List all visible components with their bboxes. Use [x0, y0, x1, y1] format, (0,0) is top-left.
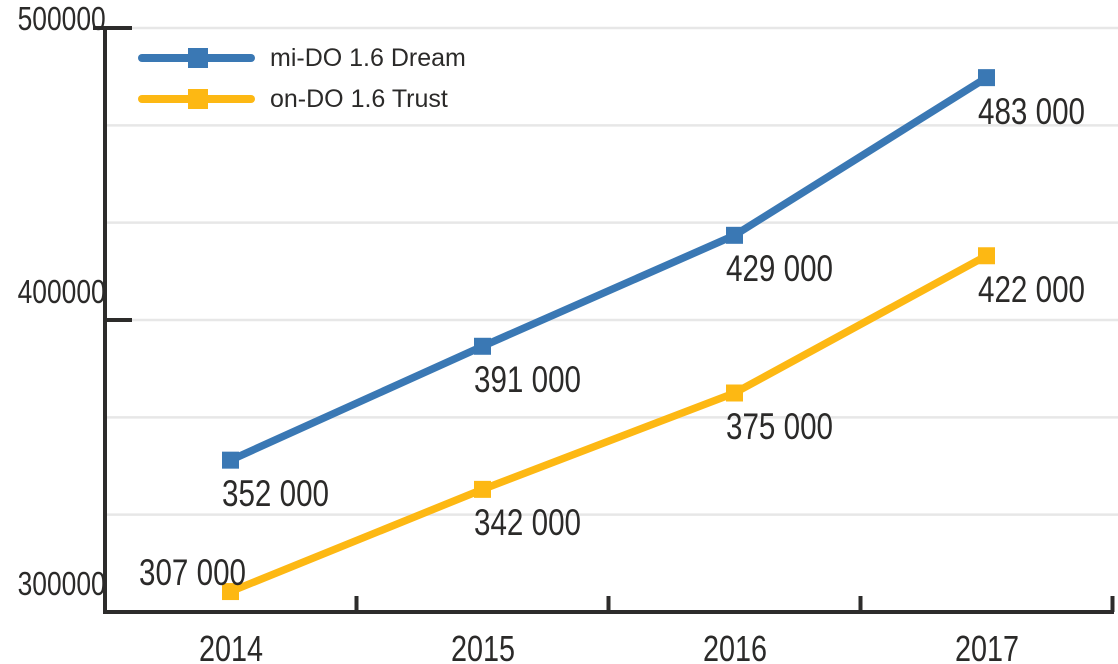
- data-point-mi-do-1-6-dream-2014: [222, 451, 239, 469]
- x-axis-year-label: 2016: [702, 628, 767, 664]
- data-point-label: 342 000: [473, 502, 581, 544]
- legend-series-label: mi-DO 1.6 Dream: [270, 44, 466, 72]
- x-axis-year-label: 2017: [954, 628, 1019, 664]
- data-point-label: 375 000: [725, 406, 833, 447]
- data-point-label: 307 000: [138, 551, 246, 593]
- data-point-label: 429 000: [725, 248, 833, 290]
- x-axis-year-label: 2014: [198, 628, 263, 664]
- data-point-label: 422 000: [977, 268, 1085, 310]
- y-axis-tick-label: 400000: [17, 273, 106, 310]
- legend-series-label: on-DO 1.6 Trust: [270, 85, 448, 113]
- data-point-label: 352 000: [221, 473, 329, 515]
- data-point-label: 483 000: [977, 90, 1085, 132]
- series-line-on-do-1-6-trust: [229, 252, 989, 596]
- data-point-on-do-1-6-trust-2015: [474, 480, 491, 498]
- x-axis-year-label: 2015: [450, 628, 515, 664]
- y-axis-tick-label: 500000: [17, 0, 106, 37]
- y-axis-tick-label: 300000: [17, 565, 106, 602]
- series-line-mi-do-1-6-dream: [228, 74, 989, 464]
- data-point-mi-do-1-6-dream-2017: [978, 69, 995, 87]
- data-point-on-do-1-6-trust-2014: [222, 583, 239, 601]
- data-point-on-do-1-6-trust-2017: [978, 247, 995, 265]
- data-point-mi-do-1-6-dream-2016: [726, 226, 743, 244]
- data-point-on-do-1-6-trust-2016: [726, 384, 743, 402]
- legend-marker-square: [188, 48, 208, 68]
- data-point-mi-do-1-6-dream-2015: [474, 337, 491, 355]
- data-point-label: 391 000: [473, 359, 581, 401]
- legend-marker-square: [188, 89, 208, 109]
